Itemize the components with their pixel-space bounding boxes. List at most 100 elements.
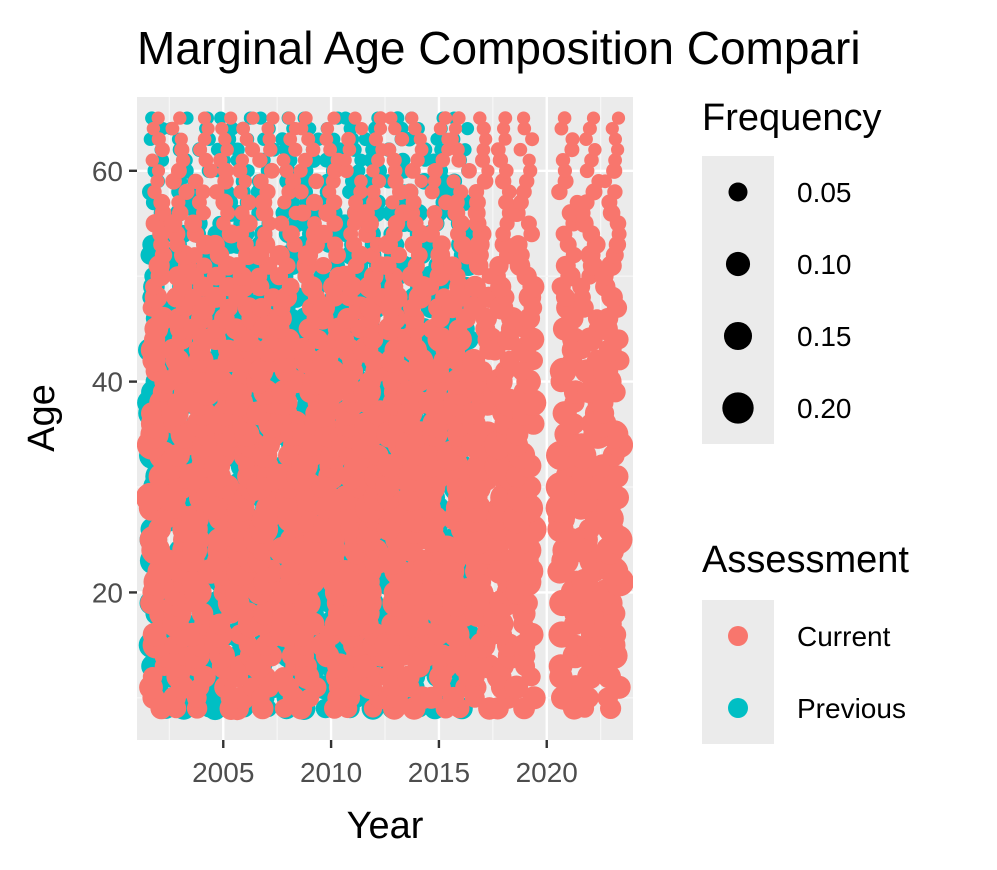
point-current — [151, 164, 166, 178]
point-current — [373, 122, 388, 136]
point-current — [341, 131, 356, 147]
point-current — [513, 142, 528, 157]
point-current — [522, 153, 536, 167]
point-current — [554, 121, 569, 136]
point-previous — [352, 164, 366, 178]
x-tick-label: 2005 — [192, 757, 254, 788]
point-current — [193, 142, 208, 157]
point-current — [414, 174, 428, 188]
point-current — [197, 111, 212, 125]
point-current — [320, 122, 335, 136]
point-current — [173, 111, 187, 125]
point-current — [314, 224, 333, 244]
point-current — [342, 142, 357, 157]
y-tick-label: 20 — [92, 577, 123, 608]
point-current — [435, 152, 451, 168]
point-current — [476, 142, 491, 157]
point-current — [401, 183, 419, 201]
point-current — [408, 121, 422, 136]
point-current — [236, 121, 251, 136]
size-key-label: 0.15 — [797, 321, 852, 352]
point-current — [371, 174, 387, 189]
point-current — [498, 132, 512, 146]
point-previous — [230, 142, 245, 157]
point-previous — [430, 132, 444, 146]
point-current — [579, 132, 593, 146]
data-points — [137, 111, 633, 721]
point-current — [319, 132, 334, 147]
point-current — [506, 423, 529, 446]
x-tick-label: 2015 — [408, 757, 470, 788]
point-previous — [358, 132, 373, 147]
point-current — [281, 277, 300, 296]
point-current — [448, 122, 463, 136]
point-current — [266, 463, 292, 490]
point-previous — [460, 122, 475, 136]
point-current — [479, 132, 493, 146]
legend-key-current — [728, 626, 748, 646]
point-current — [279, 163, 294, 178]
point-current — [283, 132, 298, 147]
point-current — [293, 184, 309, 200]
point-current — [220, 143, 234, 157]
point-current — [184, 214, 203, 233]
point-current — [555, 225, 573, 243]
color-legend-title: Assessment — [702, 539, 909, 581]
point-current — [294, 204, 312, 222]
point-current — [327, 236, 344, 253]
point-current — [354, 174, 368, 189]
point-current — [608, 132, 623, 146]
point-current — [197, 132, 212, 146]
point-current — [174, 132, 188, 146]
point-previous — [155, 153, 170, 167]
point-current — [394, 132, 410, 147]
point-current — [218, 132, 232, 146]
size-key-circle — [725, 251, 751, 277]
point-current — [263, 162, 280, 179]
point-current — [586, 111, 601, 125]
point-current — [606, 162, 623, 179]
point-current — [368, 132, 383, 147]
point-current — [301, 132, 316, 147]
point-current — [305, 193, 324, 211]
point-current — [446, 174, 461, 189]
point-current — [464, 275, 486, 298]
point-current — [366, 194, 382, 211]
point-current — [611, 111, 626, 125]
point-current — [598, 174, 613, 189]
point-current — [294, 121, 309, 136]
point-current — [555, 153, 571, 168]
point-current — [262, 132, 276, 146]
point-current — [424, 184, 440, 200]
point-current — [462, 348, 486, 373]
point-current — [523, 163, 538, 178]
chart-title: Marginal Age Composition Compari — [137, 22, 861, 74]
point-current — [377, 256, 397, 276]
point-previous — [338, 111, 353, 125]
point-current — [611, 143, 625, 157]
point-previous — [278, 143, 292, 157]
point-current — [384, 111, 398, 125]
point-current — [353, 654, 377, 678]
point-current — [366, 184, 381, 199]
point-current — [413, 132, 427, 146]
point-current — [517, 111, 531, 125]
point-current — [339, 163, 354, 179]
point-current — [150, 174, 165, 189]
point-current — [525, 132, 540, 147]
point-current — [490, 142, 506, 158]
point-current — [444, 132, 459, 147]
point-current — [475, 152, 491, 168]
size-key-circle — [722, 392, 754, 424]
point-current — [282, 225, 300, 243]
point-current — [607, 184, 623, 200]
point-current — [246, 111, 260, 125]
point-current — [452, 111, 466, 125]
point-current — [282, 111, 296, 125]
point-current — [388, 121, 402, 136]
point-current — [366, 164, 380, 178]
point-current — [215, 122, 229, 136]
point-current — [174, 142, 190, 158]
point-current — [522, 686, 546, 710]
point-current — [584, 152, 599, 168]
